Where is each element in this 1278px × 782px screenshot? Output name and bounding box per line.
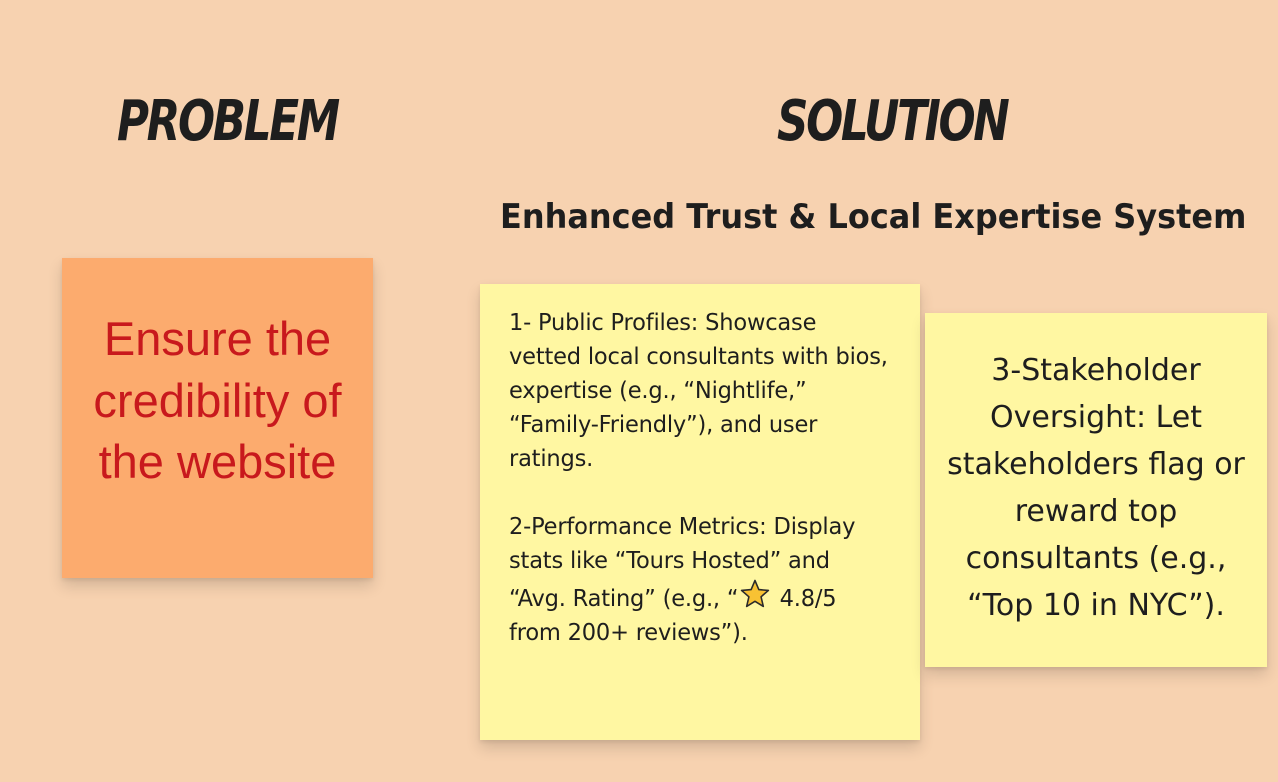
solution-point-performance-metrics: 2-Performance Metrics: Display stats lik… [509,510,892,650]
problem-note-text: Ensure the credibility of the website [93,312,342,489]
solution-subtitle: Enhanced Trust & Local Expertise System [500,197,1247,237]
solution-point-stakeholder-oversight: 3-Stakeholder Oversight: Let stakeholder… [947,353,1245,623]
metrics-text-end: 4.8/5 from 200+ reviews”). [509,586,837,646]
star-icon [739,578,770,610]
solution-heading: SOLUTION [777,89,1010,154]
metrics-text-start: 2-Performance Metrics: Display stats lik… [509,514,856,612]
solution-point-public-profiles: 1- Public Profiles: Showcase vetted loca… [509,310,888,472]
solution-sticky-note-oversight[interactable]: 3-Stakeholder Oversight: Let stakeholder… [925,313,1267,667]
problem-sticky-note[interactable]: Ensure the credibility of the website [62,258,373,578]
problem-heading: PROBLEM [117,89,340,154]
solution-sticky-note-profiles-metrics[interactable]: 1- Public Profiles: Showcase vetted loca… [480,284,920,740]
